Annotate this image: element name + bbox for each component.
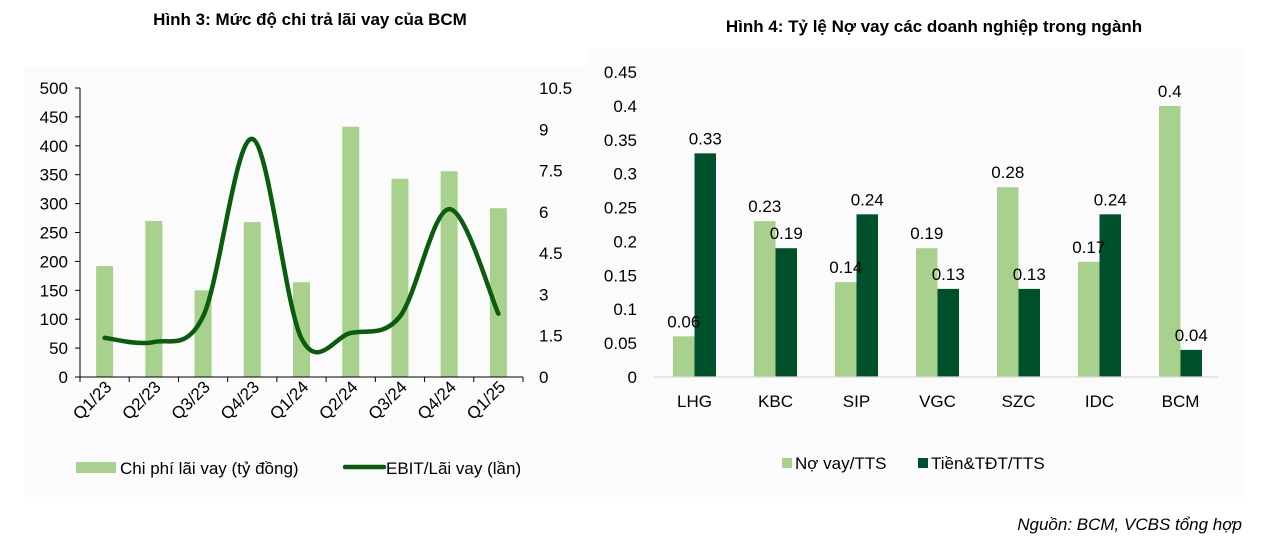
bar-interest-expense-Q1/24 — [293, 282, 310, 377]
legend-swatch-debt-assets — [782, 458, 792, 468]
bar-interest-expense-Q3/24 — [391, 178, 409, 377]
legend-swatch-interest-expense — [76, 462, 116, 473]
chart2-y-tick-label: 0.05 — [604, 334, 637, 353]
data-label: 0.24 — [1094, 190, 1127, 209]
chart2-x-tick-label: LHG — [677, 392, 712, 411]
chart2-y-tick-label: 0.1 — [613, 300, 637, 319]
legend-label-debt-assets: Nợ vay/TTS — [795, 454, 886, 473]
chart2-legend: Nợ vay/TTS Tiền&TĐT/TTS — [782, 454, 1045, 473]
bar-debt-assets-VGC — [916, 248, 938, 377]
chart1-y2-tick-label: 0 — [539, 368, 548, 387]
bar-cash-assets-SZC — [1018, 288, 1040, 377]
chart2-x-tick-label: KBC — [758, 392, 793, 411]
legend-label-ebit-interest: EBIT/Lãi vay (lần) — [386, 459, 521, 478]
bar-debt-assets-IDC — [1078, 261, 1100, 377]
chart2-x-tick-label: IDC — [1085, 392, 1114, 411]
chart-title-interest-coverage: Hình 3: Mức độ chi trả lãi vay của BCM — [153, 10, 467, 29]
data-label: 0.4 — [1158, 82, 1182, 101]
chart2-data-labels: 0.06 0.33 0.23 0.19 0.14 0.24 0.19 0.13 0.28 0.13… — [667, 82, 1208, 345]
chart1-y2-tick-label: 7.5 — [539, 162, 563, 181]
bar-interest-expense-Q1/25 — [489, 208, 507, 377]
bar-cash-assets-IDC — [1099, 214, 1121, 377]
chart1-y-tick-label: 250 — [40, 224, 68, 243]
chart1-y-tick-label: 50 — [49, 339, 68, 358]
source-note: Nguồn: BCM, VCBS tổng hợp — [1017, 515, 1242, 534]
chart1-y2-tick-label: 3 — [539, 285, 548, 304]
chart1-right-axis-labels: 0 1.5 3 4.5 6 7.5 9 10.5 — [539, 79, 572, 387]
data-label: 0.13 — [1013, 265, 1046, 284]
data-label: 0.19 — [910, 224, 943, 243]
bar-cash-assets-BCM — [1180, 349, 1202, 377]
chart1-y-tick-label: 450 — [40, 108, 68, 127]
chart2-y-tick-label: 0.35 — [604, 131, 637, 150]
data-label: 0.23 — [748, 197, 781, 216]
chart1-y2-tick-label: 10.5 — [539, 79, 572, 98]
data-label: 0.19 — [770, 224, 803, 243]
data-label: 0.04 — [1175, 326, 1208, 345]
bar-cash-assets-SIP — [856, 214, 878, 377]
chart2-x-tick-label: BCM — [1162, 392, 1200, 411]
chart1-legend: Chi phí lãi vay (tỷ đồng) EBIT/Lãi vay (… — [76, 459, 521, 478]
bar-interest-expense-Q1/23 — [96, 266, 114, 377]
debt-ratio-chart: 0 0.05 0.1 0.15 0.2 0.25 0.3 0.35 0.4 0.45 LHG KBC… — [604, 63, 1218, 473]
debt-ratio-bars — [673, 105, 1202, 377]
chart1-y-tick-label: 400 — [40, 137, 68, 156]
interest-coverage-chart: 0 50 100 150 200 250 300 350 400 450 500 0 1.5 3 4.5 6… — [40, 79, 572, 478]
chart2-x-axis-labels: LHG KBC SIP VGC SZC IDC BCM — [677, 392, 1199, 411]
data-label: 0.28 — [991, 163, 1024, 182]
chart1-y2-tick-label: 9 — [539, 120, 548, 139]
data-label: 0.14 — [829, 258, 862, 277]
legend-swatch-cash-assets — [918, 458, 928, 468]
chart1-y2-tick-label: 1.5 — [539, 327, 563, 346]
chart2-y-tick-label: 0.4 — [613, 97, 637, 116]
chart-title-debt-ratio: Hình 4: Tỷ lệ Nợ vay các doanh nghiệp tr… — [725, 17, 1143, 36]
chart1-left-axis-labels: 0 50 100 150 200 250 300 350 400 450 500 — [40, 79, 68, 387]
chart2-y-tick-label: 0.15 — [604, 266, 637, 285]
chart1-y2-tick-label: 6 — [539, 203, 548, 222]
chart2-y-tick-label: 0.25 — [604, 199, 637, 218]
chart2-y-axis-labels: 0 0.05 0.1 0.15 0.2 0.25 0.3 0.35 0.4 0.45 — [604, 63, 637, 387]
chart1-y-tick-label: 150 — [40, 281, 68, 300]
chart2-y-tick-label: 0 — [628, 368, 637, 387]
bar-interest-expense-Q4/24 — [440, 171, 458, 377]
chart1-y-tick-label: 200 — [40, 252, 68, 271]
chart2-x-tick-label: VGC — [919, 392, 956, 411]
bar-interest-expense-Q2/24 — [342, 126, 360, 377]
data-label: 0.33 — [689, 129, 722, 148]
chart1-y-tick-label: 100 — [40, 310, 68, 329]
chart2-x-tick-label: SIP — [843, 392, 870, 411]
chart2-y-tick-label: 0.45 — [604, 63, 637, 82]
chart1-axes — [75, 87, 524, 382]
chart1-y-tick-label: 350 — [40, 166, 68, 185]
data-label: 0.13 — [932, 265, 965, 284]
bar-debt-assets-SIP — [835, 282, 857, 377]
chart2-y-tick-label: 0.2 — [613, 232, 637, 251]
chart1-y2-tick-label: 4.5 — [539, 244, 563, 263]
data-label: 0.06 — [667, 312, 700, 331]
chart2-y-tick-label: 0.3 — [613, 165, 637, 184]
bar-debt-assets-SZC — [997, 187, 1019, 377]
ebit-interest-line — [102, 136, 501, 355]
bar-cash-assets-KBC — [775, 248, 797, 377]
bar-interest-expense-Q2/23 — [145, 220, 163, 377]
bar-debt-assets-LHG — [673, 336, 695, 377]
data-label: 0.17 — [1072, 238, 1105, 257]
chart2-x-tick-label: SZC — [1002, 392, 1036, 411]
data-label: 0.24 — [851, 190, 884, 209]
bar-interest-expense-Q4/23 — [243, 222, 261, 377]
chart1-y-tick-label: 500 — [40, 79, 68, 98]
bar-cash-assets-VGC — [937, 288, 959, 377]
chart1-y-tick-label: 300 — [40, 195, 68, 214]
chart1-y-tick-label: 0 — [59, 368, 68, 387]
legend-label-interest-expense: Chi phí lãi vay (tỷ đồng) — [120, 459, 299, 478]
bar-debt-assets-BCM — [1159, 105, 1181, 377]
bar-cash-assets-LHG — [694, 153, 716, 377]
bar-debt-assets-KBC — [754, 221, 776, 377]
legend-label-cash-assets: Tiền&TĐT/TTS — [931, 454, 1045, 473]
